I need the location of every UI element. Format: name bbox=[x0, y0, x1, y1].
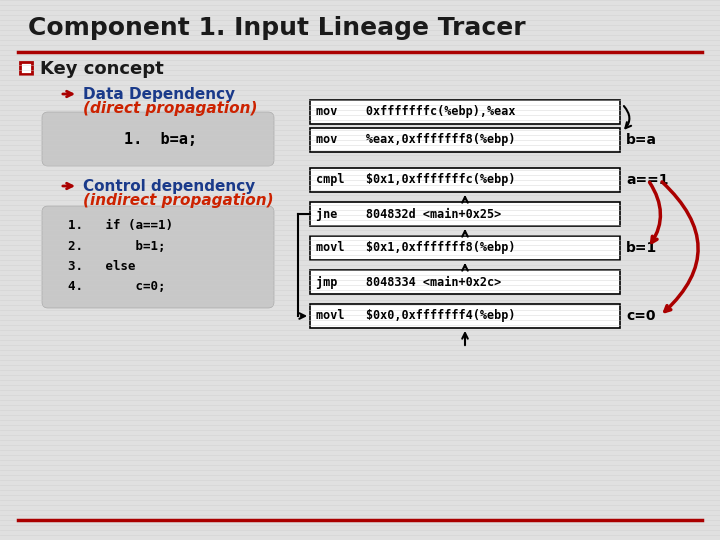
FancyBboxPatch shape bbox=[20, 62, 32, 74]
Text: cmpl   $0x1,0xfffffffc(%ebp): cmpl $0x1,0xfffffffc(%ebp) bbox=[316, 173, 516, 186]
FancyBboxPatch shape bbox=[310, 202, 620, 226]
FancyBboxPatch shape bbox=[310, 168, 620, 192]
Text: 1.   if (a==1): 1. if (a==1) bbox=[68, 219, 173, 233]
Text: c=0: c=0 bbox=[626, 309, 655, 323]
Text: movl   $0x1,0xfffffff8(%ebp): movl $0x1,0xfffffff8(%ebp) bbox=[316, 241, 516, 254]
FancyBboxPatch shape bbox=[310, 270, 620, 294]
Text: (direct propagation): (direct propagation) bbox=[83, 100, 258, 116]
FancyBboxPatch shape bbox=[310, 304, 620, 328]
Text: movl   $0x0,0xfffffff4(%ebp): movl $0x0,0xfffffff4(%ebp) bbox=[316, 309, 516, 322]
Text: mov    0xfffffffc(%ebp),%eax: mov 0xfffffffc(%ebp),%eax bbox=[316, 105, 516, 118]
FancyBboxPatch shape bbox=[310, 236, 620, 260]
Text: Control dependency: Control dependency bbox=[83, 179, 256, 193]
FancyBboxPatch shape bbox=[310, 128, 620, 152]
Text: Data Dependency: Data Dependency bbox=[83, 86, 235, 102]
Text: 4.       c=0;: 4. c=0; bbox=[68, 280, 166, 293]
Text: 3.   else: 3. else bbox=[68, 260, 135, 273]
Text: mov    %eax,0xfffffff8(%ebp): mov %eax,0xfffffff8(%ebp) bbox=[316, 133, 516, 146]
Text: a==1: a==1 bbox=[626, 173, 668, 187]
Text: (indirect propagation): (indirect propagation) bbox=[83, 192, 274, 207]
Text: 2.       b=1;: 2. b=1; bbox=[68, 240, 166, 253]
Text: jne    804832d <main+0x25>: jne 804832d <main+0x25> bbox=[316, 207, 501, 220]
Text: 1.  b=a;: 1. b=a; bbox=[124, 132, 197, 147]
FancyBboxPatch shape bbox=[42, 112, 274, 166]
Text: jmp    8048334 <main+0x2c>: jmp 8048334 <main+0x2c> bbox=[316, 275, 501, 288]
FancyBboxPatch shape bbox=[310, 100, 620, 124]
FancyBboxPatch shape bbox=[42, 206, 274, 308]
Text: Component 1. Input Lineage Tracer: Component 1. Input Lineage Tracer bbox=[28, 16, 526, 40]
Text: b=1: b=1 bbox=[626, 241, 657, 255]
Text: Key concept: Key concept bbox=[40, 60, 163, 78]
Text: b=a: b=a bbox=[626, 133, 657, 147]
